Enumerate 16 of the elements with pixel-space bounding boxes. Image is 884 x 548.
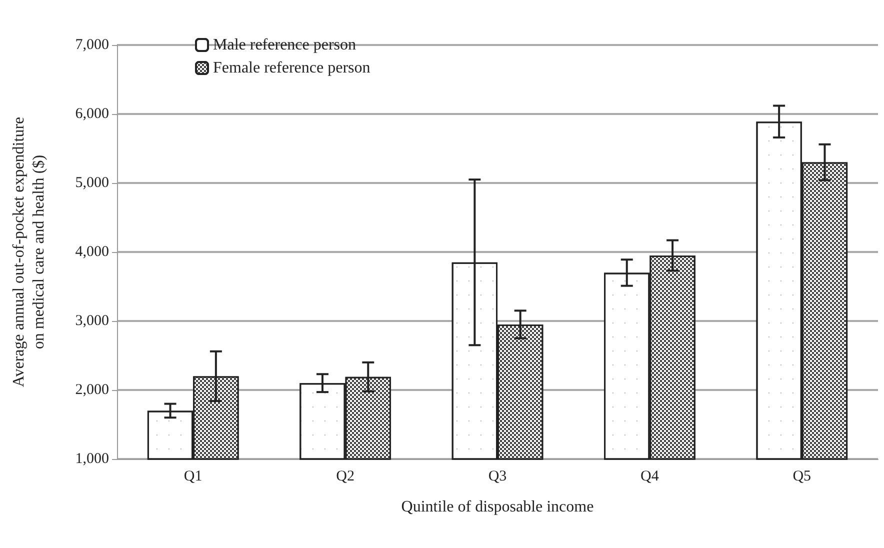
y-tick-label: 4,000 bbox=[75, 244, 109, 260]
y-tick-label: 3,000 bbox=[75, 313, 109, 329]
x-axis-title: Quintile of disposable income bbox=[401, 498, 594, 516]
y-tick-label: 1,000 bbox=[75, 451, 109, 467]
x-tick-label: Q5 bbox=[792, 468, 812, 484]
x-tick-label: Q1 bbox=[184, 468, 202, 484]
y-axis-title: Average annual out-of-pocket expenditure on medical care and health ($) bbox=[10, 116, 48, 388]
y-tick-label: 7,000 bbox=[75, 37, 109, 53]
x-tick-label: Q4 bbox=[640, 468, 660, 484]
y-tick-label: 6,000 bbox=[75, 106, 109, 122]
legend-label: Female reference person bbox=[213, 60, 370, 76]
legend-label: Male reference person bbox=[213, 36, 356, 54]
x-tick-label: Q2 bbox=[336, 468, 354, 484]
y-tick-label: 5,000 bbox=[75, 175, 109, 191]
y-tick-label: 2,000 bbox=[75, 382, 109, 398]
x-tick-label: Q3 bbox=[488, 468, 507, 484]
